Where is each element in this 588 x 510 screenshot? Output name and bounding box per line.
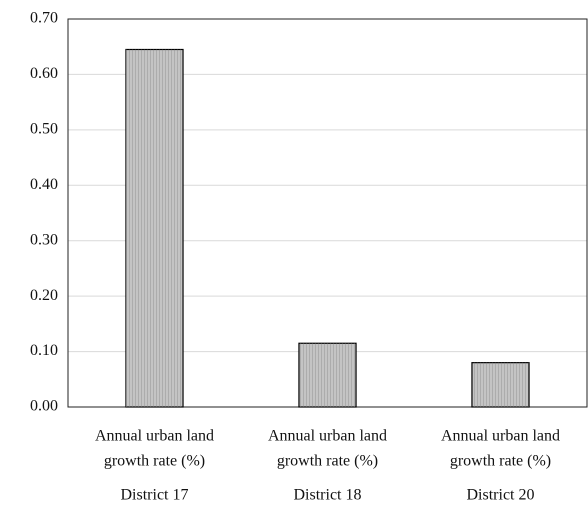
y-tick-label: 0.70: [30, 10, 58, 27]
x-group-label: District 20: [467, 487, 535, 504]
x-tick-label: Annual urban land: [268, 428, 387, 445]
bar: [471, 362, 530, 408]
y-tick-label: 0.10: [30, 342, 58, 359]
y-tick-label: 0.00: [30, 398, 58, 415]
bar: [298, 342, 357, 408]
bar: [125, 48, 184, 408]
x-tick-label: growth rate (%): [450, 453, 551, 470]
x-tick-label: Annual urban land: [441, 428, 560, 445]
y-tick-label: 0.40: [30, 176, 58, 193]
x-group-label: District 17: [121, 487, 189, 504]
y-tick-label: 0.60: [30, 65, 58, 82]
x-tick-label: growth rate (%): [104, 453, 205, 470]
x-tick-label: Annual urban land: [95, 428, 214, 445]
x-group-label: District 18: [294, 487, 362, 504]
y-tick-label: 0.20: [30, 287, 58, 304]
x-tick-label: growth rate (%): [277, 453, 378, 470]
y-tick-label: 0.50: [30, 121, 58, 138]
y-tick-label: 0.30: [30, 231, 58, 248]
